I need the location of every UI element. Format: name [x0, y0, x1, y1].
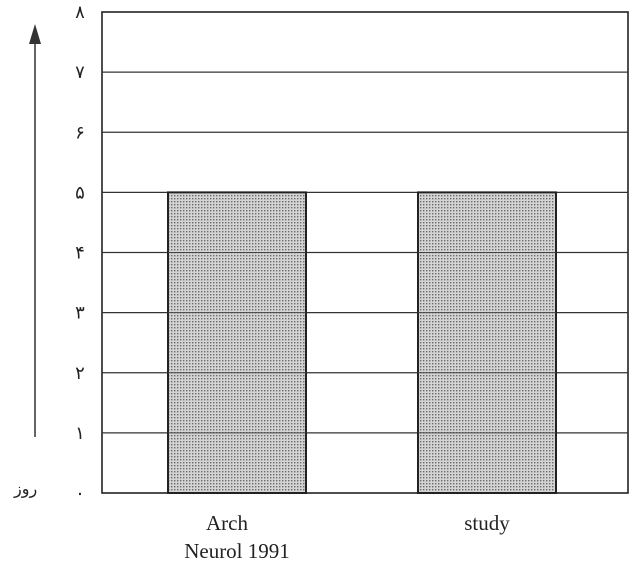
- y-axis-arrow-icon: [29, 24, 41, 437]
- y-tick-label: ۲: [75, 363, 85, 384]
- y-tick-label: ۶: [75, 122, 85, 143]
- y-tick-label: ۳: [75, 303, 85, 324]
- x-category-label: study: [464, 511, 510, 535]
- y-tick-label: ۵: [75, 182, 85, 203]
- y-tick-label: ۷: [75, 62, 85, 83]
- y-tick-label: ۴: [75, 243, 85, 264]
- y-tick-label: ۸: [75, 2, 85, 23]
- y-tick-label: ۰: [75, 483, 85, 504]
- bars: [167, 191, 557, 494]
- y-tick-label: ۱: [75, 423, 85, 444]
- bar: [417, 191, 557, 494]
- y-tick-labels: ۰ ۱ ۲ ۳ ۴ ۵ ۶ ۷ ۸: [75, 2, 85, 504]
- x-category-label: Arch Neurol 1991: [184, 511, 290, 563]
- y-unit-label: روز: [13, 479, 37, 499]
- bar: [167, 191, 307, 494]
- x-category-labels: Arch Neurol 1991 study: [184, 511, 510, 563]
